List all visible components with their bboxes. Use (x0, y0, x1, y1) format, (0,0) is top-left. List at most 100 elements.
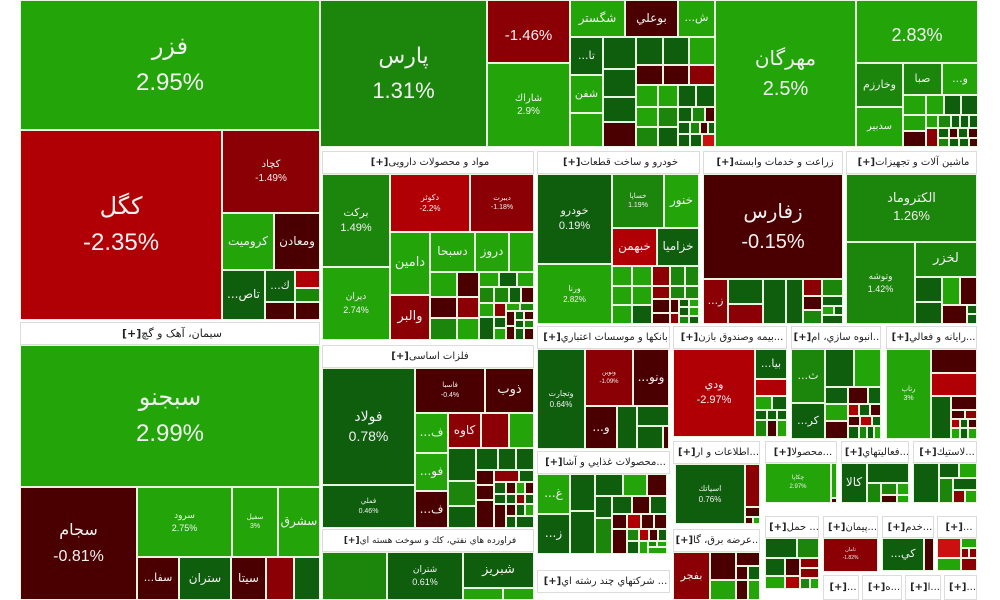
sector-header[interactable]: ...بيمه وصندوق بازن [+] (673, 326, 787, 349)
stock-tile-unlabeled[interactable] (506, 326, 515, 340)
stock-tile[interactable]: شفن (570, 75, 603, 113)
stock-tile-unlabeled[interactable] (499, 272, 517, 287)
stock-tile-unlabeled[interactable] (658, 85, 678, 107)
expand-sector-icon[interactable]: [+] (910, 582, 928, 593)
stock-tile-unlabeled[interactable] (870, 404, 881, 416)
stock-tile-unlabeled[interactable] (931, 396, 951, 439)
expand-sector-icon[interactable]: [+] (948, 582, 967, 593)
stock-tile[interactable]: شاراك 2.9% (487, 63, 570, 147)
stock-tile-unlabeled[interactable] (652, 266, 670, 286)
expand-sector-icon[interactable]: [+] (891, 332, 910, 343)
stock-tile[interactable]: خساپا 1.19% (612, 174, 664, 228)
stock-tile-unlabeled[interactable] (785, 558, 800, 576)
sector-header[interactable]: ماشین آلات و تجهیزات [+] (846, 151, 977, 174)
sector-header[interactable]: ...عرضه برق، گا [+] (673, 529, 760, 552)
stock-tile[interactable]: بيا... (755, 349, 787, 379)
stock-tile-unlabeled[interactable] (524, 328, 534, 340)
stock-tile[interactable]: ز... (703, 279, 728, 324)
stock-tile-unlabeled[interactable] (506, 504, 516, 516)
stock-tile-unlabeled[interactable] (623, 474, 647, 496)
stock-tile-unlabeled[interactable] (951, 396, 977, 410)
stock-tile-unlabeled[interactable] (689, 299, 699, 307)
stock-tile-unlabeled[interactable] (937, 558, 961, 571)
stock-tile-unlabeled[interactable]: 2.83% (856, 0, 978, 63)
stock-tile[interactable]: فزر 2.95% (20, 0, 320, 130)
stock-tile-unlabeled[interactable] (595, 518, 612, 554)
stock-tile-unlabeled[interactable] (931, 373, 977, 396)
stock-tile-unlabeled[interactable] (961, 548, 969, 558)
stock-tile-unlabeled[interactable] (745, 507, 760, 517)
stock-tile-unlabeled[interactable] (654, 514, 667, 529)
stock-tile-unlabeled[interactable] (897, 483, 909, 495)
stock-tile-unlabeled[interactable] (494, 494, 506, 504)
stock-tile-unlabeled[interactable] (476, 448, 498, 470)
stock-tile-unlabeled[interactable] (515, 311, 524, 320)
stock-tile-unlabeled[interactable] (494, 482, 506, 494)
expand-sector-icon[interactable]: [+] (773, 446, 792, 458)
stock-tile-unlabeled[interactable] (636, 85, 658, 107)
sector-header[interactable]: ...انبوه سازي، ام [+] (791, 326, 881, 349)
stock-tile-unlabeled[interactable] (506, 516, 516, 528)
stock-tile-unlabeled[interactable] (728, 304, 763, 324)
stock-tile-unlabeled[interactable] (525, 494, 534, 504)
expand-sector-icon[interactable]: [+] (678, 447, 696, 458)
stock-tile-unlabeled[interactable] (942, 305, 967, 324)
stock-tile-unlabeled[interactable] (509, 232, 534, 272)
stock-tile-unlabeled[interactable] (457, 272, 479, 297)
stock-tile[interactable]: کرومیت (222, 213, 274, 270)
stock-tile[interactable]: ك... (265, 270, 295, 302)
stock-tile[interactable]: وخارزم (856, 63, 903, 107)
stock-tile-unlabeled[interactable] (931, 349, 977, 373)
stock-tile-unlabeled[interactable] (457, 297, 479, 318)
stock-tile-unlabeled[interactable] (881, 495, 897, 503)
stock-tile-unlabeled[interactable] (959, 138, 969, 147)
expand-sector-icon[interactable]: [+] (370, 157, 389, 168)
stock-tile[interactable]: دسبحا (430, 232, 475, 272)
stock-tile[interactable]: دامين (390, 232, 430, 295)
stock-tile-unlabeled[interactable] (938, 115, 951, 128)
stock-tile[interactable]: زفارس -0.15% (703, 174, 843, 279)
stock-tile-unlabeled[interactable] (915, 302, 942, 324)
sector-header[interactable]: ...ا [+] (905, 575, 941, 600)
stock-tile-unlabeled[interactable]: -1.46% (487, 0, 570, 63)
stock-tile-unlabeled[interactable] (516, 504, 525, 516)
stock-tile-unlabeled[interactable] (777, 420, 787, 437)
stock-tile-unlabeled[interactable] (803, 310, 822, 324)
stock-tile-unlabeled[interactable] (965, 490, 977, 503)
stock-tile-unlabeled[interactable] (479, 272, 499, 287)
sector-header[interactable]: ... حمل [+] (765, 516, 819, 538)
sector-header[interactable]: ...اطلاعات و ار [+] (673, 441, 760, 464)
stock-tile-unlabeled[interactable] (430, 272, 457, 297)
stock-tile-unlabeled[interactable] (939, 463, 959, 478)
stock-tile-unlabeled[interactable] (650, 496, 667, 514)
stock-tile-unlabeled[interactable] (670, 313, 679, 324)
stock-tile[interactable]: فاسبا -0.4% (415, 368, 485, 413)
stock-tile-unlabeled[interactable] (463, 588, 503, 600)
stock-tile-unlabeled[interactable] (689, 65, 715, 85)
stock-tile-unlabeled[interactable] (603, 69, 636, 97)
expand-sector-icon[interactable]: [+] (562, 157, 581, 168)
stock-tile-unlabeled[interactable] (767, 420, 777, 437)
stock-tile-unlabeled[interactable] (430, 297, 457, 318)
stock-tile-unlabeled[interactable] (657, 541, 667, 547)
stock-tile-unlabeled[interactable] (627, 514, 641, 529)
stock-tile-unlabeled[interactable] (457, 318, 479, 340)
stock-tile-unlabeled[interactable] (881, 483, 897, 495)
stock-tile-unlabeled[interactable] (767, 410, 777, 420)
stock-tile[interactable]: غ... (537, 474, 570, 514)
stock-tile-unlabeled[interactable] (517, 272, 534, 287)
stock-tile-unlabeled[interactable] (961, 95, 978, 115)
stock-tile-unlabeled[interactable] (822, 296, 843, 306)
stock-tile-unlabeled[interactable] (632, 496, 650, 514)
expand-sector-icon[interactable]: [+] (543, 332, 561, 343)
stock-tile-unlabeled[interactable] (509, 413, 534, 448)
stock-tile-unlabeled[interactable] (679, 316, 689, 324)
stock-tile-unlabeled[interactable] (295, 270, 320, 288)
stock-tile-unlabeled[interactable] (498, 448, 516, 470)
stock-tile-unlabeled[interactable] (960, 428, 968, 439)
stock-tile-unlabeled[interactable] (525, 482, 534, 494)
stock-tile-unlabeled[interactable] (689, 307, 699, 316)
stock-tile[interactable]: خنور (664, 174, 699, 228)
stock-tile-unlabeled[interactable] (854, 349, 881, 387)
stock-tile-unlabeled[interactable] (961, 538, 977, 548)
